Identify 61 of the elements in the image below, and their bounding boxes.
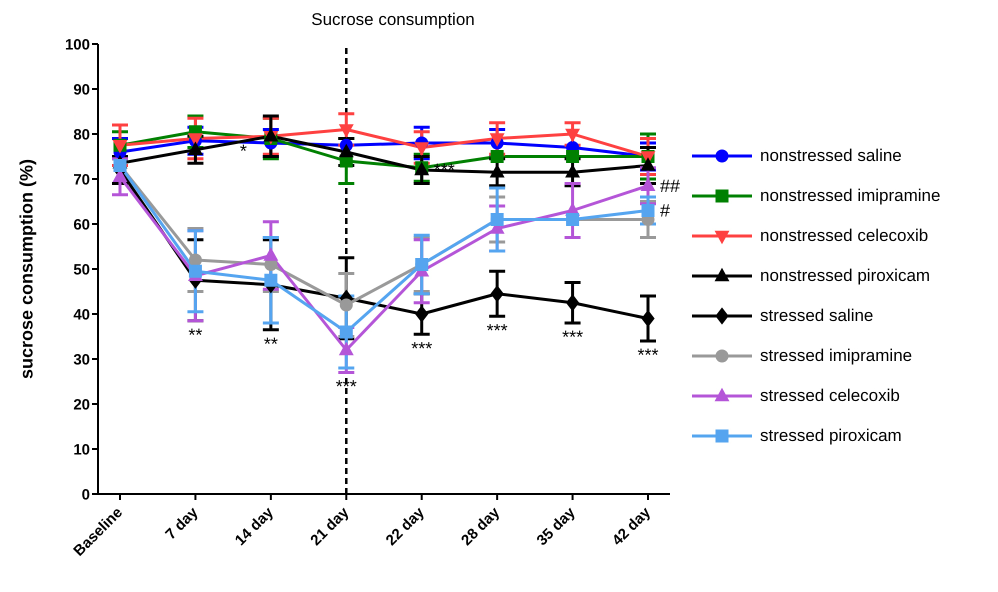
- point: [339, 124, 354, 138]
- y-tick-label: 0: [82, 486, 90, 504]
- point: [340, 298, 353, 312]
- point: [490, 133, 504, 146]
- point: [642, 310, 654, 327]
- y-tick-label: 10: [73, 441, 90, 458]
- y-tick-label: 60: [73, 216, 90, 234]
- point: [640, 178, 656, 192]
- y-tick-label: 40: [73, 306, 90, 324]
- point: [490, 150, 504, 163]
- x-tick-label: 42 day: [608, 504, 654, 550]
- annotation: ***: [486, 320, 508, 340]
- x-tick-label: 21 day: [307, 504, 353, 550]
- legend-label: nonstressed piroxicam: [760, 266, 930, 286]
- point: [566, 294, 580, 312]
- point: [340, 326, 353, 338]
- x-tick-label: 28 day: [458, 504, 504, 550]
- x-tick-label: 7 day: [162, 504, 202, 544]
- point: [339, 342, 354, 356]
- annotation: #: [660, 200, 670, 220]
- point: [490, 164, 504, 178]
- point: [188, 142, 203, 156]
- point: [566, 150, 580, 163]
- annotation: ***: [562, 327, 584, 347]
- annotation: ***: [411, 338, 432, 358]
- point: [264, 248, 278, 261]
- y-tick-label: 20: [73, 396, 90, 414]
- x-tick-label: 14 day: [232, 504, 278, 550]
- point: [414, 142, 429, 156]
- legend-label: stressed piroxicam: [760, 426, 902, 446]
- point: [264, 274, 278, 287]
- point: [490, 285, 504, 302]
- point: [565, 128, 580, 142]
- point: [415, 306, 428, 322]
- y-tick-label: 80: [73, 126, 90, 144]
- y-tick-label: 50: [73, 261, 90, 278]
- y-tick-label: 100: [64, 36, 90, 54]
- x-tick-label: 35 day: [534, 504, 580, 550]
- y-tick-label: 90: [73, 81, 90, 98]
- y-tick-label: 70: [73, 171, 90, 188]
- point: [188, 254, 202, 266]
- legend-label: stressed saline: [760, 306, 874, 326]
- annotation: ***: [637, 345, 659, 365]
- annotation: **: [188, 324, 202, 345]
- x-tick-label: 22 day: [382, 504, 428, 550]
- point: [565, 164, 580, 178]
- point: [188, 264, 202, 278]
- legend-label: stressed imipramine: [760, 346, 912, 366]
- legend-label: nonstressed imipramine: [760, 186, 940, 206]
- annotation: **: [264, 334, 278, 354]
- y-axis-title: sucrose consumption (%): [16, 158, 36, 380]
- point: [640, 158, 656, 171]
- y-tick-label: 30: [73, 351, 90, 368]
- legend-label: stressed celecoxib: [760, 386, 900, 406]
- annotation: ##: [660, 176, 680, 196]
- chart-title: Sucrose consumption: [310, 10, 476, 30]
- legend-label: nonstressed celecoxib: [760, 226, 928, 246]
- legend-label: nonstressed saline: [760, 146, 902, 166]
- point: [339, 144, 354, 158]
- annotation: *: [240, 141, 247, 161]
- point: [642, 204, 654, 217]
